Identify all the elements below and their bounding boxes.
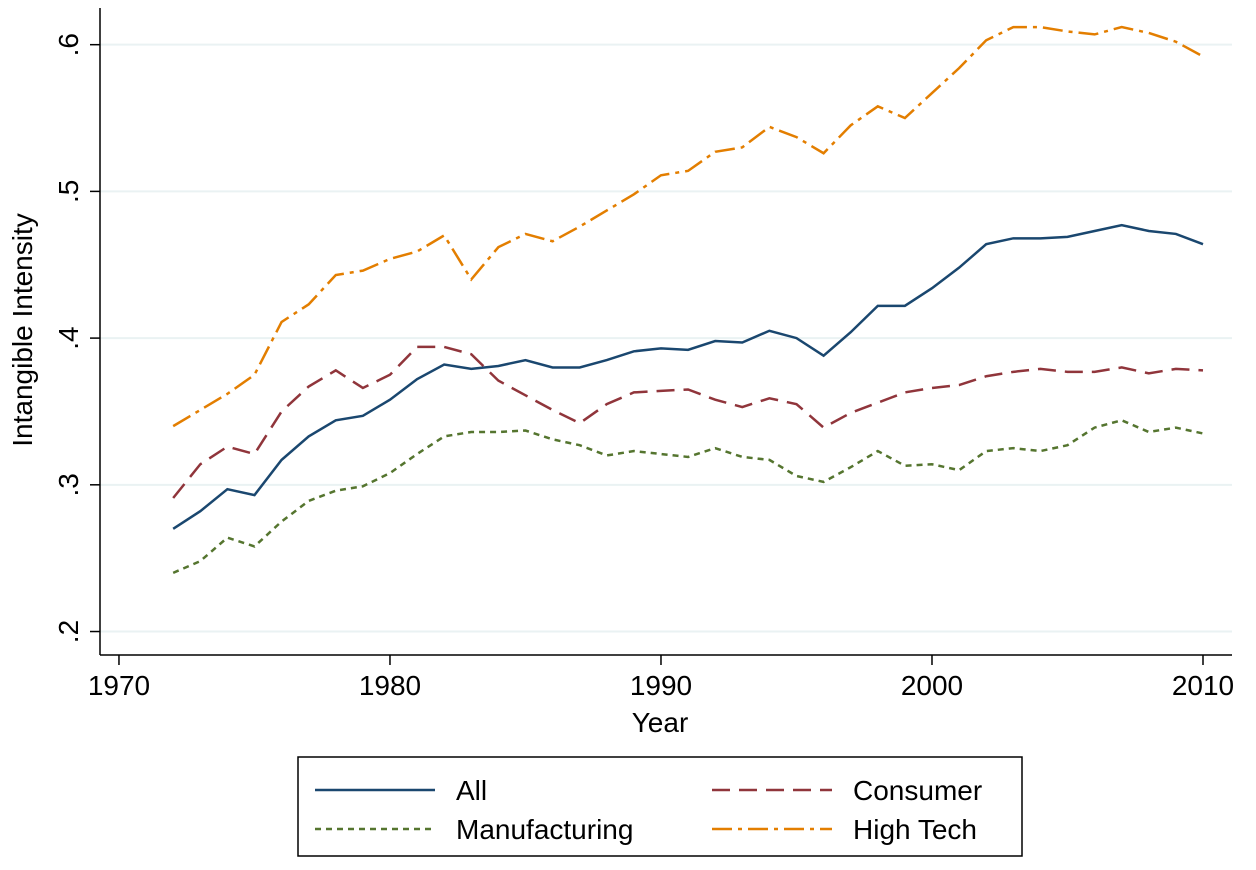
- x-tick-label: 1990: [630, 670, 692, 701]
- y-tick-label: .4: [53, 326, 84, 349]
- legend-label: High Tech: [853, 814, 977, 845]
- x-axis-label: Year: [632, 707, 689, 738]
- legend-label: Consumer: [853, 775, 982, 806]
- series-line: [172, 418, 1204, 574]
- legend-box: [297, 756, 1023, 857]
- series-line: [172, 223, 1204, 530]
- series-line: [172, 345, 1204, 499]
- x-tick-label: 1970: [88, 670, 150, 701]
- y-axis-label: Intangible Intensity: [7, 213, 38, 447]
- series-line: [172, 25, 1204, 428]
- x-tick-label: 2000: [901, 670, 963, 701]
- x-tick-label: 1980: [359, 670, 421, 701]
- y-tick-label: .2: [53, 620, 84, 643]
- x-tick-label: 2010: [1172, 670, 1234, 701]
- y-tick-label: .3: [53, 473, 84, 496]
- legend-label: Manufacturing: [456, 814, 633, 845]
- legend-label: All: [456, 775, 487, 806]
- y-tick-label: .5: [53, 180, 84, 203]
- y-tick-label: .6: [53, 33, 84, 56]
